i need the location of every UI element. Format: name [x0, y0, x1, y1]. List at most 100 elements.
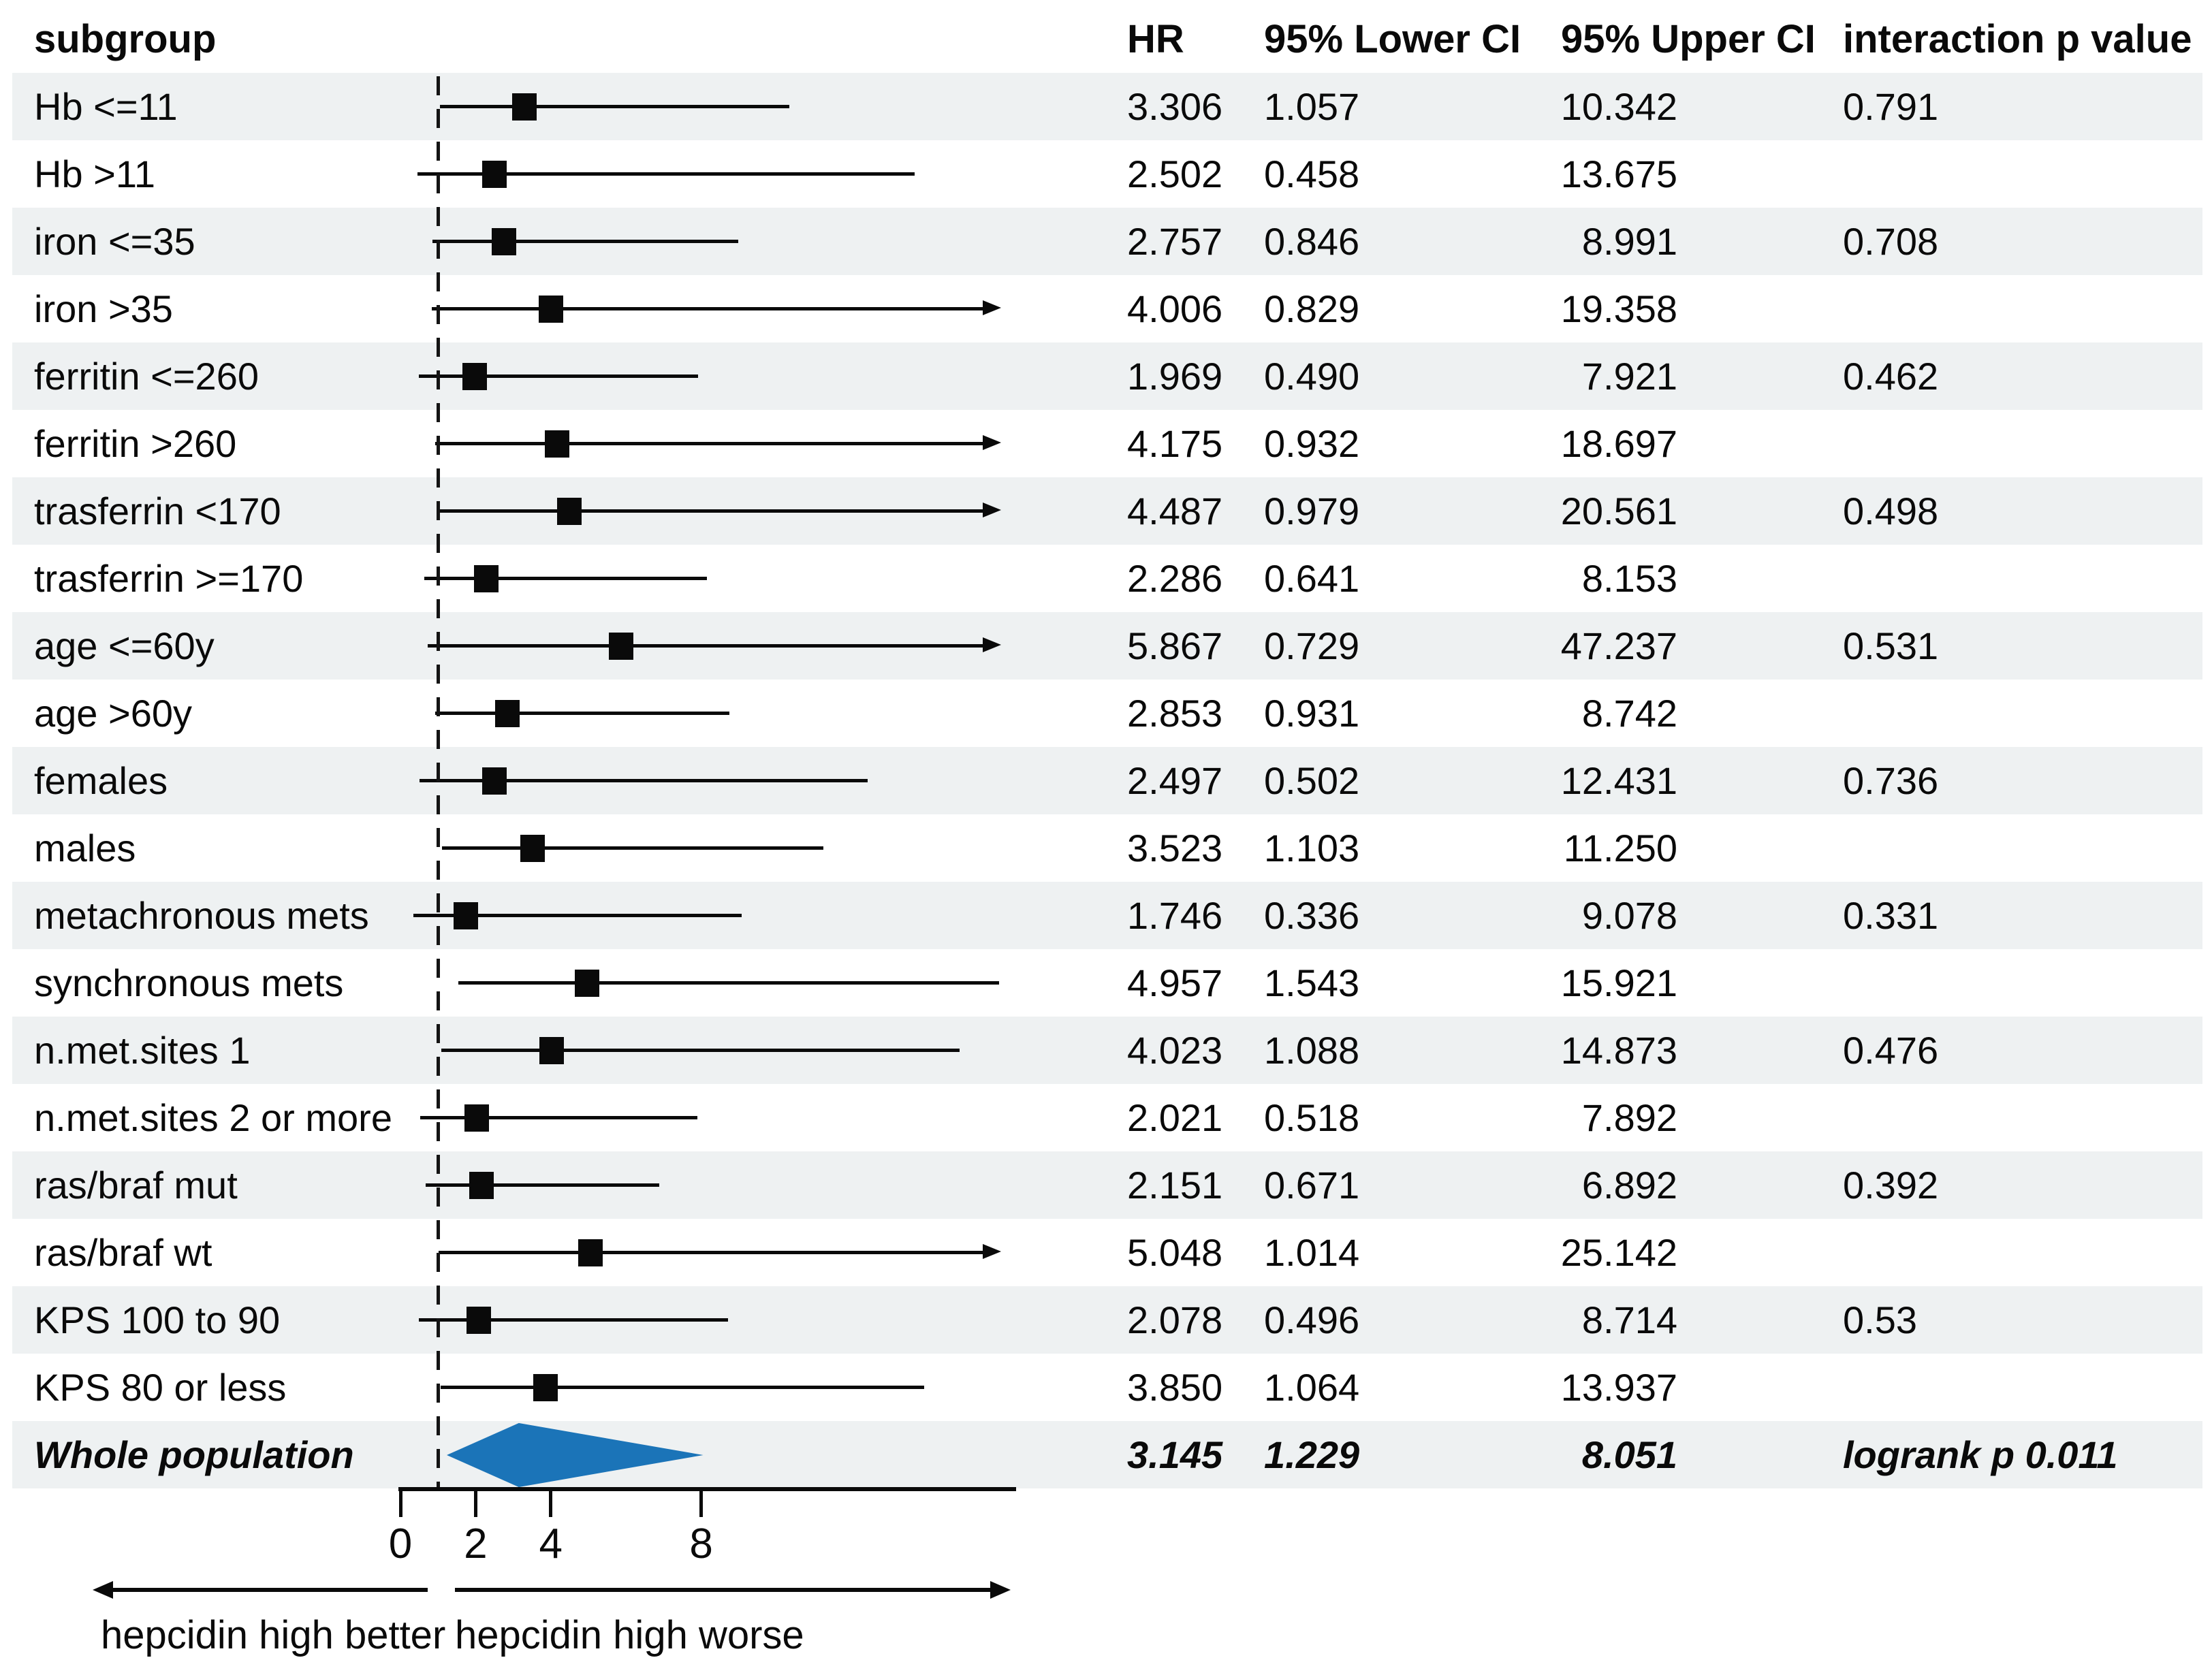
hr-value: 2.078	[1127, 1298, 1223, 1341]
upper-ci-value: 13.675	[1560, 152, 1677, 195]
interaction-p-value: 0.736	[1843, 759, 1939, 802]
hr-point-marker	[466, 1306, 491, 1334]
summary-diamond	[446, 1422, 704, 1487]
row-label: Whole population	[34, 1433, 354, 1476]
upper-ci-value: 7.892	[1581, 1096, 1677, 1139]
hr-point-marker	[492, 227, 517, 255]
hr-value: 2.151	[1127, 1163, 1223, 1207]
row-stripe	[12, 1286, 2202, 1354]
hr-point-marker	[574, 969, 599, 997]
row-label: ras/braf wt	[34, 1230, 212, 1274]
upper-ci-value: 10.342	[1560, 84, 1677, 128]
upper-ci-value: 25.142	[1560, 1230, 1677, 1274]
hr-value: 4.175	[1127, 421, 1223, 465]
axis-direction-label-right: hepcidin high worse	[455, 1613, 804, 1657]
x-axis-tick	[549, 1491, 553, 1517]
row-stripe	[12, 747, 2202, 814]
row-label: ferritin >260	[34, 421, 237, 465]
hr-value: 4.023	[1127, 1028, 1223, 1072]
logrank-p-value: logrank p 0.011	[1843, 1433, 2118, 1476]
hr-value: 4.957	[1127, 961, 1223, 1004]
upper-ci-value: 8.051	[1581, 1433, 1677, 1476]
hr-point-marker	[545, 430, 570, 458]
ci-line	[419, 374, 699, 378]
x-axis-tick-label: 8	[689, 1520, 713, 1567]
upper-ci-value: 13.937	[1560, 1365, 1677, 1409]
lower-ci-value: 1.088	[1264, 1028, 1360, 1072]
ci-line	[440, 1386, 925, 1389]
lower-ci-value: 1.103	[1264, 826, 1360, 870]
lower-ci-value: 0.496	[1264, 1298, 1360, 1341]
row-label: trasferrin >=170	[34, 556, 304, 600]
hr-value: 1.969	[1127, 354, 1223, 398]
ci-line	[432, 240, 739, 243]
lower-ci-value: 1.064	[1264, 1365, 1360, 1409]
upper-ci-value: 11.250	[1563, 826, 1677, 870]
hr-value: 5.048	[1127, 1230, 1223, 1274]
interaction-p-value: 0.476	[1843, 1028, 1939, 1072]
row-label: males	[34, 826, 136, 870]
hr-point-marker	[556, 497, 582, 525]
hr-point-marker	[462, 362, 487, 390]
ci-clip-arrow-icon	[983, 502, 1001, 517]
ci-clip-arrow-icon	[983, 637, 1001, 652]
lower-ci-value: 0.931	[1264, 691, 1360, 735]
ci-clip-arrow-icon	[983, 300, 1001, 315]
lower-ci-value: 1.057	[1264, 84, 1360, 128]
interaction-p-value: 0.53	[1843, 1298, 1917, 1341]
lower-ci-value: 0.729	[1264, 624, 1360, 667]
x-axis-tick	[398, 1491, 402, 1517]
direction-arrow-left	[110, 1588, 428, 1592]
ci-line	[441, 1049, 960, 1052]
row-stripe	[12, 612, 2202, 680]
upper-ci-value: 14.873	[1560, 1028, 1677, 1072]
row-stripe	[12, 1151, 2202, 1219]
ci-line	[417, 172, 915, 176]
hr-value: 1.746	[1127, 893, 1223, 937]
hr-point-marker	[495, 699, 520, 727]
lower-ci-value: 0.458	[1264, 152, 1360, 195]
lower-ci-value: 0.502	[1264, 759, 1360, 802]
x-axis-tick	[699, 1491, 704, 1517]
ci-line	[435, 442, 983, 445]
lower-ci-value: 0.518	[1264, 1096, 1360, 1139]
row-stripe	[12, 882, 2202, 949]
ci-line	[437, 509, 983, 513]
hr-value: 2.286	[1127, 556, 1223, 600]
lower-ci-value: 0.932	[1264, 421, 1360, 465]
hr-value: 3.523	[1127, 826, 1223, 870]
hr-value: 2.757	[1127, 219, 1223, 263]
row-label: KPS 100 to 90	[34, 1298, 281, 1341]
upper-ci-value: 15.921	[1560, 961, 1677, 1004]
lower-ci-value: 0.846	[1264, 219, 1360, 263]
x-axis-line	[398, 1487, 1016, 1491]
row-label: Hb <=11	[34, 84, 178, 128]
interaction-p-value: 0.462	[1843, 354, 1939, 398]
hr-value: 4.487	[1127, 489, 1223, 532]
interaction-p-value: 0.331	[1843, 893, 1939, 937]
lower-ci-value: 1.014	[1264, 1230, 1360, 1274]
hr-value: 2.502	[1127, 152, 1223, 195]
row-label: females	[34, 759, 168, 802]
x-axis-tick-label: 4	[539, 1520, 563, 1567]
ci-line	[441, 846, 823, 850]
row-label: n.met.sites 2 or more	[34, 1096, 392, 1139]
row-stripe	[12, 1017, 2202, 1084]
hr-point-marker	[539, 1036, 565, 1064]
lower-ci-value: 1.543	[1264, 961, 1360, 1004]
hr-point-marker	[481, 767, 507, 795]
row-label: Hb >11	[34, 152, 155, 195]
upper-ci-value: 12.431	[1560, 759, 1677, 802]
ci-line	[435, 712, 729, 715]
hr-value: 3.145	[1127, 1433, 1223, 1476]
row-label: iron >35	[34, 287, 173, 330]
hr-point-marker	[539, 295, 564, 323]
interaction-p-value: 0.498	[1843, 489, 1939, 532]
upper-ci-value: 18.697	[1560, 421, 1677, 465]
upper-ci-value: 6.892	[1581, 1163, 1677, 1207]
arrow-head-right-icon	[990, 1581, 1011, 1599]
ci-line	[413, 914, 742, 917]
hr-value: 3.306	[1127, 84, 1223, 128]
ci-line	[431, 307, 983, 310]
